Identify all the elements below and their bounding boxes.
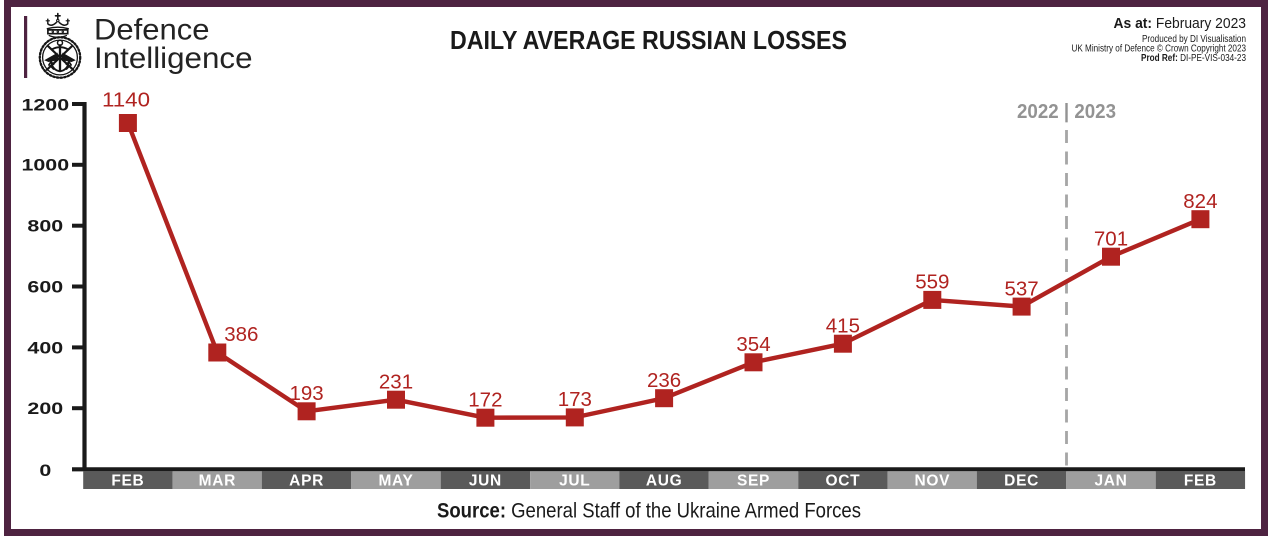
svg-text:UK Ministry of Defence © Crown: UK Ministry of Defence © Crown Copyright… bbox=[1072, 44, 1247, 55]
svg-text:236: 236 bbox=[647, 369, 681, 392]
svg-text:Intelligence: Intelligence bbox=[94, 42, 253, 75]
svg-text:MAY: MAY bbox=[378, 473, 413, 490]
svg-text:400: 400 bbox=[27, 339, 63, 357]
svg-text:231: 231 bbox=[379, 370, 413, 393]
svg-text:SEP: SEP bbox=[737, 473, 770, 490]
svg-text:Prod Ref: DI-PE-VIS-034-23: Prod Ref: DI-PE-VIS-034-23 bbox=[1141, 53, 1246, 64]
svg-text:193: 193 bbox=[289, 382, 323, 405]
svg-text:Source: General Staff of the U: Source: General Staff of the Ukraine Arm… bbox=[437, 499, 861, 522]
svg-text:172: 172 bbox=[468, 388, 502, 411]
svg-text:2022 | 2023: 2022 | 2023 bbox=[1017, 101, 1116, 123]
svg-text:As at: February 2023: As at: February 2023 bbox=[1114, 15, 1247, 32]
svg-text:1000: 1000 bbox=[21, 157, 69, 175]
svg-text:Produced by DI Visualisation: Produced by DI Visualisation bbox=[1142, 34, 1246, 45]
svg-text:559: 559 bbox=[915, 271, 949, 294]
svg-text:1140: 1140 bbox=[102, 88, 150, 111]
svg-text:354: 354 bbox=[736, 333, 770, 356]
svg-text:600: 600 bbox=[27, 278, 63, 296]
svg-text:1200: 1200 bbox=[21, 97, 69, 115]
svg-text:MAR: MAR bbox=[199, 473, 236, 490]
svg-text:DAILY AVERAGE RUSSIAN LOSSES: DAILY AVERAGE RUSSIAN LOSSES bbox=[450, 25, 847, 55]
svg-text:AUG: AUG bbox=[646, 473, 683, 490]
svg-text:JAN: JAN bbox=[1094, 473, 1127, 490]
svg-text:NOV: NOV bbox=[914, 473, 950, 490]
svg-text:386: 386 bbox=[224, 323, 258, 346]
svg-text:824: 824 bbox=[1183, 190, 1217, 213]
svg-text:OCT: OCT bbox=[825, 473, 860, 490]
svg-text:Defence: Defence bbox=[94, 14, 210, 47]
svg-text:537: 537 bbox=[1004, 277, 1038, 300]
svg-text:JUN: JUN bbox=[469, 473, 502, 490]
svg-text:FEB: FEB bbox=[111, 473, 144, 490]
svg-text:800: 800 bbox=[27, 218, 63, 236]
svg-text:0: 0 bbox=[39, 462, 51, 480]
svg-text:JUL: JUL bbox=[559, 473, 590, 490]
svg-text:DEC: DEC bbox=[1004, 473, 1039, 490]
svg-text:701: 701 bbox=[1094, 227, 1128, 250]
svg-text:173: 173 bbox=[558, 388, 592, 411]
svg-text:FEB: FEB bbox=[1184, 473, 1217, 490]
svg-text:APR: APR bbox=[289, 473, 324, 490]
svg-text:200: 200 bbox=[27, 400, 63, 418]
svg-text:415: 415 bbox=[826, 314, 860, 337]
